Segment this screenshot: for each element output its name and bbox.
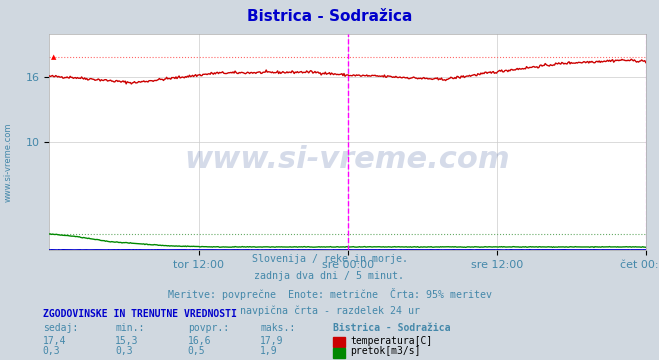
Text: Bistrica - Sodražica: Bistrica - Sodražica <box>247 9 412 24</box>
Text: 15,3: 15,3 <box>115 336 139 346</box>
Text: www.si-vreme.com: www.si-vreme.com <box>4 122 13 202</box>
Text: 17,4: 17,4 <box>43 336 67 346</box>
Text: 17,9: 17,9 <box>260 336 284 346</box>
Text: zadnja dva dni / 5 minut.: zadnja dva dni / 5 minut. <box>254 271 405 281</box>
Text: temperatura[C]: temperatura[C] <box>350 336 432 346</box>
Text: 16,6: 16,6 <box>188 336 212 346</box>
Text: 1,9: 1,9 <box>260 346 278 356</box>
Text: pretok[m3/s]: pretok[m3/s] <box>350 346 420 356</box>
Text: 0,5: 0,5 <box>188 346 206 356</box>
Text: min.:: min.: <box>115 323 145 333</box>
Text: Slovenija / reke in morje.: Slovenija / reke in morje. <box>252 254 407 264</box>
Text: navpična črta - razdelek 24 ur: navpična črta - razdelek 24 ur <box>239 306 420 316</box>
Text: Meritve: povprečne  Enote: metrične  Črta: 95% meritev: Meritve: povprečne Enote: metrične Črta:… <box>167 288 492 300</box>
Text: Bistrica - Sodražica: Bistrica - Sodražica <box>333 323 450 333</box>
Text: 0,3: 0,3 <box>43 346 61 356</box>
Text: povpr.:: povpr.: <box>188 323 229 333</box>
Text: 0,3: 0,3 <box>115 346 133 356</box>
Text: www.si-vreme.com: www.si-vreme.com <box>185 145 511 174</box>
Text: maks.:: maks.: <box>260 323 295 333</box>
Text: sedaj:: sedaj: <box>43 323 78 333</box>
Text: ZGODOVINSKE IN TRENUTNE VREDNOSTI: ZGODOVINSKE IN TRENUTNE VREDNOSTI <box>43 309 237 319</box>
Text: ▲: ▲ <box>51 54 56 60</box>
